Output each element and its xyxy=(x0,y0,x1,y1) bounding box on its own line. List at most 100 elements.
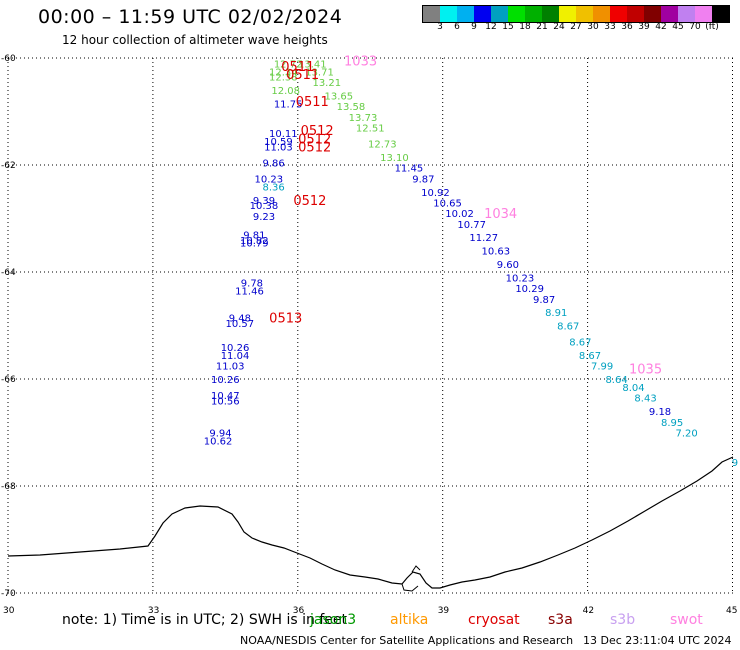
colorbar-label: 33 xyxy=(604,22,616,32)
colorbar-label: 18 xyxy=(519,22,531,32)
swh-value: 12.72 xyxy=(274,59,303,70)
wave-height-values: 12.7212.3412.3812.0811.7510.1110.5911.03… xyxy=(204,59,738,469)
colorbar-swatch xyxy=(610,6,627,22)
swh-value: 11.46 xyxy=(235,287,264,298)
lon-tick-label: 39 xyxy=(438,606,450,616)
swh-value: 10.92 xyxy=(421,188,450,199)
lon-tick-label: 45 xyxy=(726,606,737,616)
swh-value: 9.87 xyxy=(412,174,434,185)
swh-value: 13.21 xyxy=(312,78,341,89)
swh-value: 10.02 xyxy=(445,209,474,220)
swh-value: 9.18 xyxy=(649,407,671,418)
lon-tick-label: 36 xyxy=(293,606,305,616)
swh-value: 11.45 xyxy=(395,164,424,175)
colorbar-label: 9 xyxy=(471,22,477,32)
pass-time-label: 0512 xyxy=(301,124,334,139)
swh-value: 10.56 xyxy=(211,396,240,407)
colorbar-label: 36 xyxy=(621,22,633,32)
swh-value: 10.23 xyxy=(254,174,283,185)
swh-value: 10.62 xyxy=(204,437,233,448)
swh-value: 11.04 xyxy=(221,351,250,362)
pass-time-label: 0512 xyxy=(298,140,331,155)
colorbar-swatch xyxy=(576,6,593,22)
satellite-swot: swot xyxy=(670,612,703,628)
colorbar-swatch xyxy=(593,6,610,22)
swh-value: 13.58 xyxy=(337,102,366,113)
swh-value: 13.10 xyxy=(380,153,409,164)
colorbar-label: 27 xyxy=(570,22,582,32)
satellite-cryosat: cryosat xyxy=(468,612,520,628)
colorbar-label: 30 xyxy=(587,22,599,32)
swh-value: 11.27 xyxy=(469,233,498,244)
colorbar-swatch xyxy=(644,6,661,22)
swh-value: 8.67 xyxy=(557,322,579,333)
swh-value: 12.34 xyxy=(269,67,298,78)
colorbar-swatch xyxy=(440,6,457,22)
swh-value: 8.67 xyxy=(579,351,601,362)
colorbar-swatch xyxy=(474,6,491,22)
swh-value: 11.03 xyxy=(216,362,245,373)
swh-value: 9.48 xyxy=(229,313,251,324)
lat-tick-label: -70 xyxy=(1,589,16,599)
swh-value: 12.73 xyxy=(368,140,397,151)
swh-value: 10.59 xyxy=(264,137,293,148)
swh-value: 10.38 xyxy=(250,201,279,212)
colorbar-swatch xyxy=(695,6,712,22)
swh-value: 8.91 xyxy=(545,308,567,319)
swh-value: 9.78 xyxy=(241,279,263,290)
pass-time-labels: 0511051105110512051205120512051310331034… xyxy=(269,55,662,378)
axis-labels: -60 -62 -64 -66 -68 -70 30 33 36 39 42 45 xyxy=(1,54,737,616)
swh-value: 9.94 xyxy=(209,429,231,440)
lat-tick-label: -60 xyxy=(1,54,16,64)
colorbar-swatch xyxy=(627,6,644,22)
pass-time-label: 0513 xyxy=(269,311,302,326)
lon-tick-label: 33 xyxy=(148,606,159,616)
lon-tick-label: 42 xyxy=(583,606,594,616)
colorbar-swatch xyxy=(423,6,440,22)
swh-value: 8.64 xyxy=(605,375,627,386)
footer-note: note: 1) Time is in UTC; 2) SWH is in fe… xyxy=(62,612,348,628)
swh-value: 9.87 xyxy=(533,295,555,306)
swh-value: 10.82 xyxy=(240,236,269,247)
swh-value: 10.26 xyxy=(211,375,240,386)
credit-line: NOAA/NESDIS Center for Satellite Applica… xyxy=(240,634,574,647)
colorbar-label: (ft) xyxy=(705,22,719,32)
swh-value: 9.86 xyxy=(263,158,285,169)
swh-value: 13.65 xyxy=(325,91,354,102)
swh-value: 9.81 xyxy=(243,231,265,242)
map-subtitle: 12 hour collection of altimeter wave hei… xyxy=(62,33,328,47)
colorbar-label: 42 xyxy=(655,22,667,32)
swh-value: 10.29 xyxy=(515,284,544,295)
colorbar-swatch xyxy=(661,6,678,22)
swh-value: 8.04 xyxy=(622,383,644,394)
swh-value: 10.11 xyxy=(269,129,298,140)
swh-value: 7.20 xyxy=(675,429,697,440)
swh-value: 9.23 xyxy=(253,212,275,223)
wave-height-colorbar xyxy=(422,5,730,23)
swh-value: 11.75 xyxy=(274,99,303,110)
swh-value: 8.43 xyxy=(634,394,656,405)
colorbar-label: 39 xyxy=(638,22,650,32)
pass-time-label: 1034 xyxy=(484,207,517,222)
swh-value: 10.23 xyxy=(506,273,535,284)
swh-value: 10.63 xyxy=(482,247,511,258)
lat-tick-label: -64 xyxy=(1,268,16,278)
satellite-s3a: s3a xyxy=(548,612,573,628)
colorbar-swatch xyxy=(678,6,695,22)
colorbar-swatch xyxy=(712,6,729,22)
swh-value: 13.41 xyxy=(298,59,327,70)
swh-value: 12.38 xyxy=(269,73,298,84)
pass-time-label: 1035 xyxy=(629,362,662,377)
swh-value: 10.47 xyxy=(211,391,240,402)
swh-value: 13.73 xyxy=(349,113,378,124)
pass-time-label: 0511 xyxy=(286,68,319,83)
lon-tick-label: 30 xyxy=(3,606,15,616)
satellite-jason3: jason3 xyxy=(310,612,357,628)
colorbar-label: 15 xyxy=(502,22,514,32)
colorbar-swatch xyxy=(559,6,576,22)
pass-time-label: 0512 xyxy=(293,194,326,209)
colorbar-label: 6 xyxy=(454,22,460,32)
colorbar-label: 24 xyxy=(553,22,565,32)
colorbar-label: 45 xyxy=(672,22,684,32)
